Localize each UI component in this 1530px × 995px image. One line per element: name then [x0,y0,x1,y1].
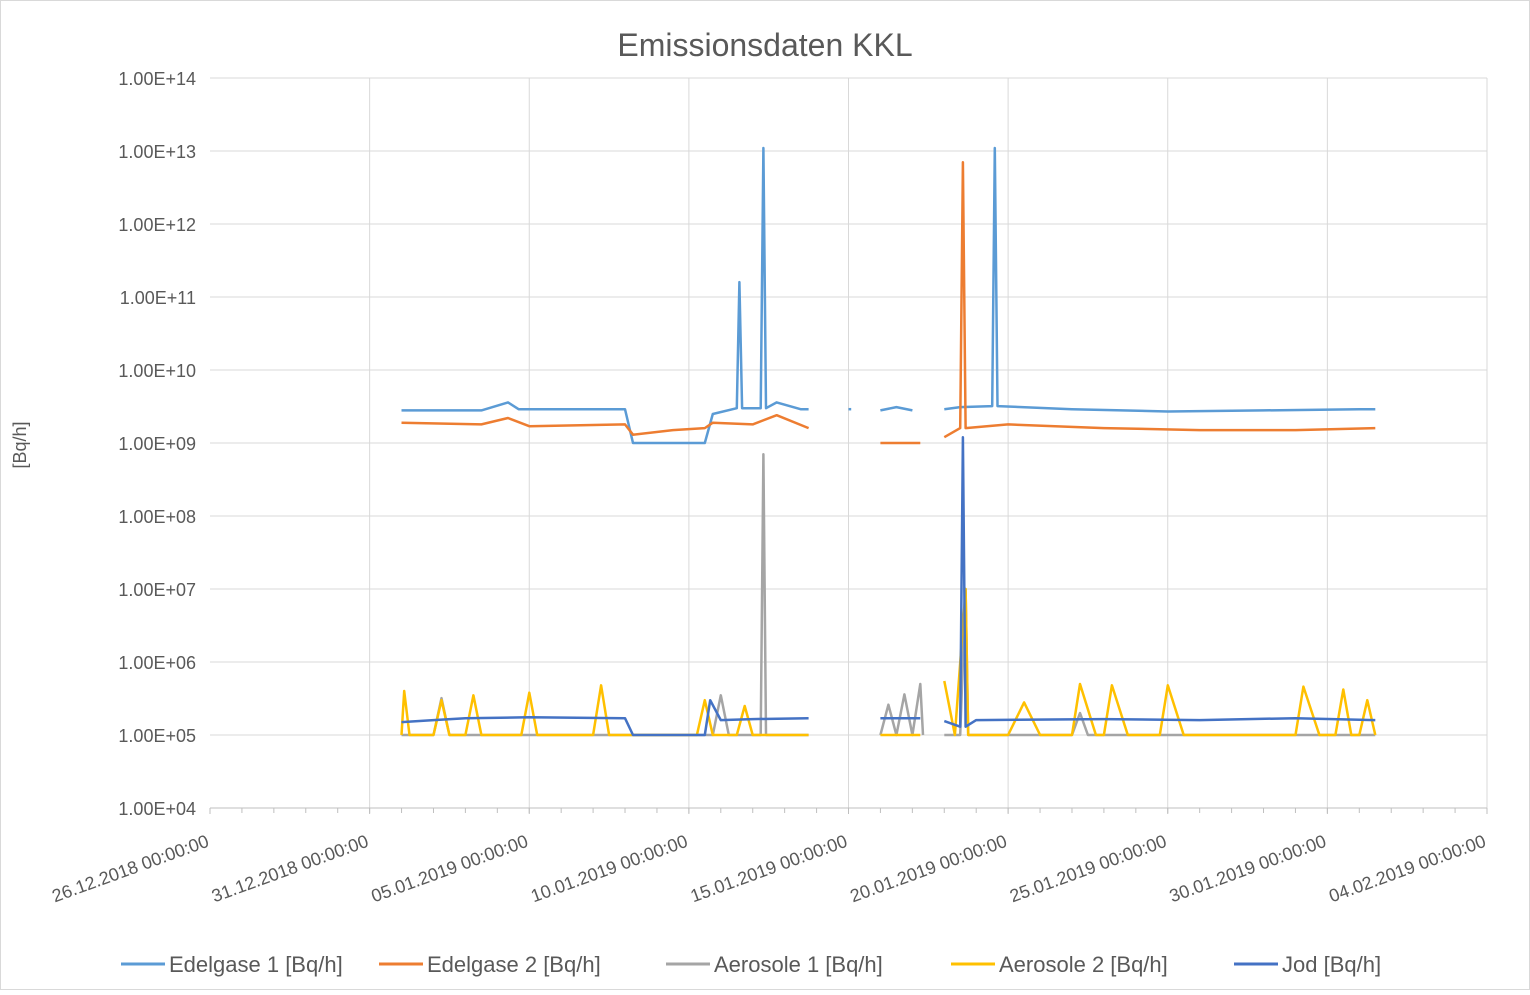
y-tick-label: 1.00E+07 [118,580,196,600]
grid [210,77,1488,808]
series-line-2 [879,682,925,737]
y-tick-label: 1.00E+08 [118,507,196,527]
series-line-4 [401,698,809,737]
y-tick-label: 1.00E+12 [118,215,196,235]
series-line-3 [400,684,809,737]
y-tick-label: 1.00E+04 [118,799,196,819]
y-tick-label: 1.00E+13 [118,142,196,162]
chart-title: Emissionsdaten KKL [617,27,912,63]
plot-area [400,146,1377,737]
legend-label: Aerosole 1 [Bq/h] [714,952,883,977]
series-line-1 [943,161,1376,439]
series-line-3 [943,587,1377,737]
y-tick-label: 1.00E+06 [118,653,196,673]
series-line-0 [880,405,913,412]
y-tick-label: 1.00E+05 [118,726,196,746]
legend-label: Edelgase 2 [Bq/h] [427,952,601,977]
y-axis-label: [Bq/h] [10,421,30,468]
y-tick-label: 1.00E+14 [118,69,196,89]
series-line-1 [401,413,810,436]
y-tick-label: 1.00E+09 [118,434,196,454]
series-line-0 [944,146,1376,413]
legend: Edelgase 1 [Bq/h] Edelgase 2 [Bq/h] Aeroso… [121,952,1381,977]
legend-label: Jod [Bq/h] [1282,952,1381,977]
series-line-0 [401,146,809,445]
y-tick-label: 1.00E+10 [118,361,196,381]
y-tick-label: 1.00E+11 [120,288,196,308]
legend-label: Edelgase 1 [Bq/h] [169,952,343,977]
series-line-4 [943,435,1376,728]
legend-label: Aerosole 2 [Bq/h] [999,952,1168,977]
